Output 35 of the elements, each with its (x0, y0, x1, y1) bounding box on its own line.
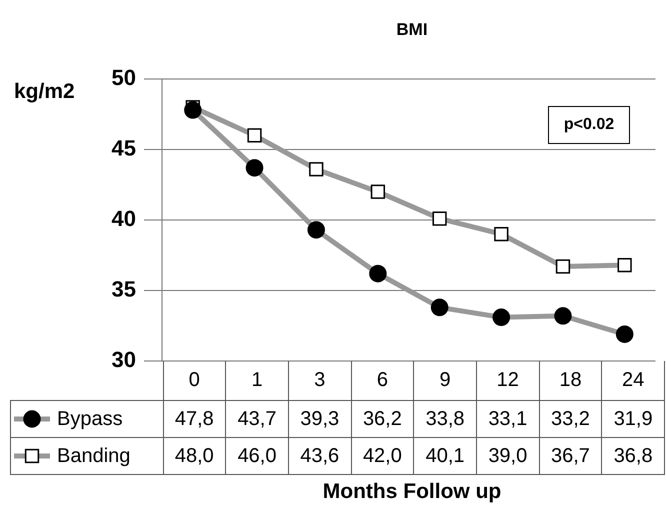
data-label: 36,8 (602, 438, 664, 474)
legend-label: Bypass (10, 400, 163, 438)
x-tick-label: 6 (351, 361, 414, 400)
chart-title: BMI (395, 20, 429, 40)
data-label: 33,8 (414, 400, 476, 438)
data-label: 33,1 (476, 400, 540, 438)
data-label: 39,3 (288, 400, 352, 438)
data-label: 43,7 (226, 400, 288, 438)
x-tick-label: 18 (539, 361, 602, 400)
x-tick-label: 0 (163, 361, 226, 400)
annotation: p<0.02 (548, 106, 630, 144)
data-label: 42,0 (351, 438, 414, 474)
y-tick-label: 50 (112, 65, 136, 90)
data-label: 47,8 (163, 400, 226, 438)
x-axis-title: Months Follow up (322, 480, 502, 504)
y-tick-label: 35 (112, 276, 136, 302)
data-label: 36,2 (351, 400, 414, 438)
y-tick-label: 45 (112, 136, 136, 161)
data-label: 33,2 (539, 400, 602, 438)
data-label: 36,7 (539, 438, 602, 474)
x-tick-label: 12 (476, 361, 540, 400)
data-label: 31,9 (602, 400, 664, 438)
y-axis-title: kg/m2 (14, 80, 75, 104)
y-tick-label: 40 (112, 206, 136, 232)
data-label: 46,0 (226, 438, 288, 474)
data-label: 39,0 (476, 438, 540, 474)
data-label: 48,0 (163, 438, 226, 474)
data-label: 43,6 (288, 438, 352, 474)
x-tick-label: 3 (288, 361, 352, 400)
x-tick-label: 24 (602, 361, 664, 400)
x-tick-label: 1 (226, 361, 288, 400)
legend-label: Banding (10, 438, 163, 474)
y-tick-label: 30 (112, 347, 136, 372)
data-label: 40,1 (414, 438, 476, 474)
x-tick-label: 9 (414, 361, 476, 400)
